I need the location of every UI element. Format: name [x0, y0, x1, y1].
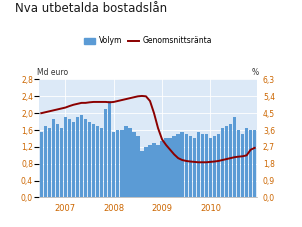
Bar [164, 138, 168, 197]
Bar [43, 126, 47, 197]
Bar [104, 109, 108, 197]
Bar [181, 132, 184, 197]
Bar [229, 124, 232, 197]
Bar [84, 119, 87, 197]
Bar [100, 128, 103, 197]
Bar [96, 126, 99, 197]
Bar [156, 145, 160, 197]
Bar [128, 128, 132, 197]
Bar [152, 143, 156, 197]
Bar [88, 122, 91, 197]
Bar [237, 130, 240, 197]
Bar [185, 134, 188, 197]
Bar [160, 141, 164, 197]
Bar [245, 128, 248, 197]
Bar [52, 119, 55, 197]
Bar [140, 151, 144, 197]
Bar [56, 124, 59, 197]
Bar [253, 130, 256, 197]
Text: Nva utbetalda bostadslån: Nva utbetalda bostadslån [15, 2, 167, 15]
Bar [233, 117, 236, 197]
Bar [136, 136, 140, 197]
Bar [76, 117, 79, 197]
Bar [116, 130, 120, 197]
Bar [108, 101, 111, 197]
Bar [188, 136, 192, 197]
Legend: Volym, Genomsnittsränta: Volym, Genomsnittsränta [81, 33, 215, 48]
Bar [205, 134, 208, 197]
Bar [48, 128, 51, 197]
Bar [249, 130, 252, 197]
Bar [209, 138, 212, 197]
Bar [217, 134, 220, 197]
Bar [241, 134, 244, 197]
Bar [40, 132, 43, 197]
Bar [132, 132, 136, 197]
Bar [120, 130, 124, 197]
Bar [112, 132, 115, 197]
Bar [92, 124, 95, 197]
Bar [221, 128, 224, 197]
Bar [193, 138, 196, 197]
Text: %: % [252, 68, 259, 77]
Bar [148, 145, 152, 197]
Bar [197, 132, 200, 197]
Bar [64, 117, 67, 197]
Text: Md euro: Md euro [37, 68, 68, 77]
Bar [124, 126, 127, 197]
Bar [80, 115, 83, 197]
Bar [172, 136, 176, 197]
Bar [68, 119, 71, 197]
Bar [60, 128, 63, 197]
Bar [144, 147, 148, 197]
Bar [176, 134, 180, 197]
Bar [169, 138, 172, 197]
Bar [72, 122, 75, 197]
Bar [225, 126, 228, 197]
Bar [213, 136, 216, 197]
Bar [201, 134, 204, 197]
